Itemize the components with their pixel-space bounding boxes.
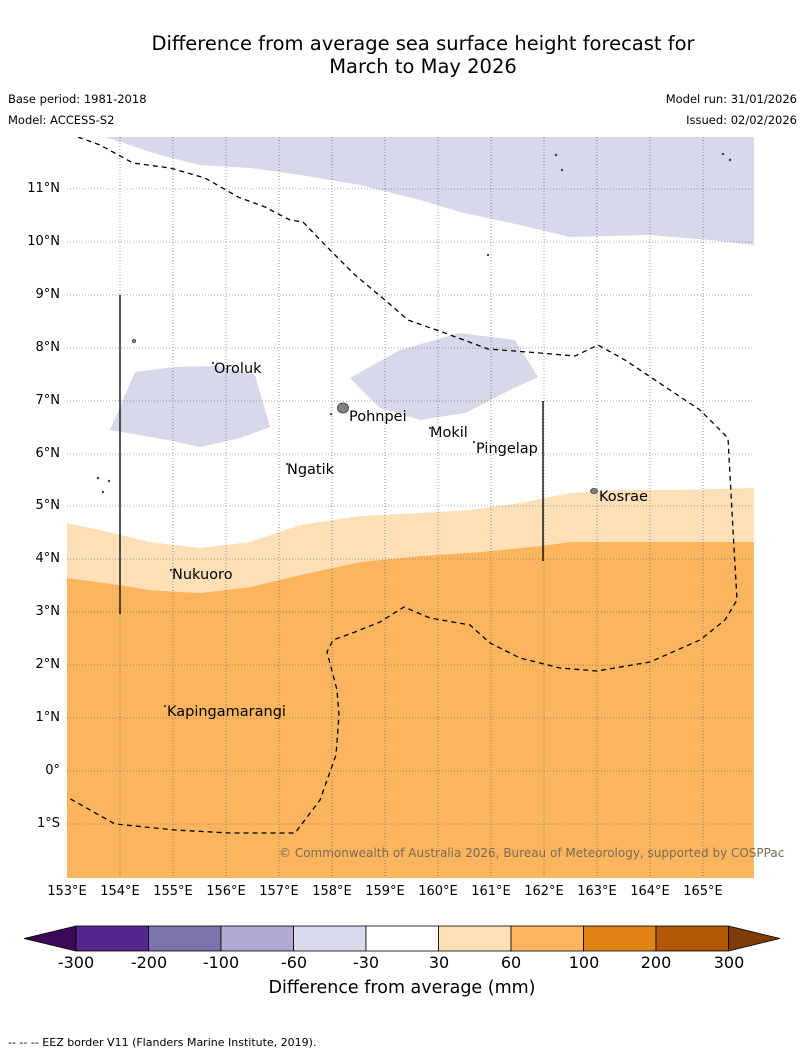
title-line-1: Difference from average sea surface heig… xyxy=(151,32,695,55)
colorbar-segment xyxy=(75,925,149,952)
place-mokil: Mokil xyxy=(430,425,468,441)
purple-region-oroluk xyxy=(110,366,270,447)
lon-label-156e: 156°E xyxy=(206,884,246,899)
colorbar-segment xyxy=(583,925,657,952)
place-kapingamarangi: Kapingamarangi xyxy=(167,704,286,720)
base-period: Base period: 1981-2018 xyxy=(8,92,147,106)
cb-tick: 100 xyxy=(568,953,600,972)
place-ngatik: Ngatik xyxy=(287,462,335,478)
colorbar-segment xyxy=(365,925,439,952)
lon-label-163e: 163°E xyxy=(577,884,617,899)
colorbar-segment xyxy=(510,925,584,952)
lon-label-158e: 158°E xyxy=(312,884,352,899)
lon-label-159e: 159°E xyxy=(365,884,405,899)
lat-label-0: 0° xyxy=(45,763,60,778)
lat-label-7n: 7°N xyxy=(35,393,61,408)
lat-label-4n: 4°N xyxy=(35,551,61,566)
chart-title: Difference from average sea surface heig… xyxy=(0,32,804,78)
model-run: Model run: 31/01/2026 xyxy=(665,92,797,106)
cb-tick: -200 xyxy=(130,953,168,972)
lon-label-154e: 154°E xyxy=(100,884,140,899)
forecast-map xyxy=(67,137,754,878)
lon-label-160e: 160°E xyxy=(418,884,458,899)
cb-tick: 60 xyxy=(500,953,522,972)
eez-legend-note: -- -- -- EEZ border V11 (Flanders Marine… xyxy=(8,1036,317,1049)
cb-tick: -300 xyxy=(57,953,95,972)
colorbar-segment xyxy=(655,925,729,952)
colorbar xyxy=(23,925,781,952)
lat-label-11n: 11°N xyxy=(27,181,60,196)
lon-label-153e: 153°E xyxy=(47,884,87,899)
lon-label-157e: 157°E xyxy=(259,884,299,899)
place-pohnpei: Pohnpei xyxy=(349,409,407,425)
copyright-notice: © Commonwealth of Australia 2026, Bureau… xyxy=(279,846,785,860)
lat-label-5n: 5°N xyxy=(35,498,61,513)
lat-label-1n: 1°N xyxy=(35,710,61,725)
islands xyxy=(96,152,732,708)
lat-label-2n: 2°N xyxy=(35,657,61,672)
lat-label-10n: 10°N xyxy=(27,234,60,249)
cb-tick: -60 xyxy=(280,953,308,972)
cb-tick: 30 xyxy=(428,953,450,972)
lon-label-162e: 162°E xyxy=(524,884,564,899)
eez-border-fsm xyxy=(67,137,738,834)
place-pingelap: Pingelap xyxy=(476,441,538,457)
issued-date: Issued: 02/02/2026 xyxy=(686,113,797,127)
colorbar-extend-low xyxy=(23,925,77,952)
lon-label-165e: 165°E xyxy=(683,884,723,899)
cb-tick: 200 xyxy=(640,953,672,972)
lat-label-3n: 3°N xyxy=(35,604,61,619)
place-nukuoro: Nukuoro xyxy=(172,567,233,583)
kosrae-island xyxy=(590,488,598,494)
model-name: Model: ACCESS-S2 xyxy=(8,113,115,127)
pohnpei-island xyxy=(337,402,349,414)
colorbar-segment xyxy=(438,925,512,952)
place-kosrae: Kosrae xyxy=(599,489,648,505)
purple-region-north xyxy=(105,137,754,245)
colorbar-extend-high xyxy=(728,925,781,952)
place-oroluk: Oroluk xyxy=(214,361,262,377)
lat-label-1s: 1°S xyxy=(36,816,60,831)
colorbar-segment xyxy=(148,925,222,952)
cb-tick: -100 xyxy=(202,953,240,972)
light-orange-region xyxy=(67,488,754,593)
orange-region xyxy=(67,542,754,878)
colorbar-label: Difference from average (mm) xyxy=(268,978,536,998)
gridlines xyxy=(67,137,754,878)
lon-label-161e: 161°E xyxy=(471,884,511,899)
lon-label-164e: 164°E xyxy=(630,884,670,899)
title-line-2: March to May 2026 xyxy=(329,55,517,78)
lon-label-155e: 155°E xyxy=(153,884,193,899)
cb-tick: 300 xyxy=(713,953,745,972)
colorbar-segment xyxy=(293,925,367,952)
lat-label-8n: 8°N xyxy=(35,340,61,355)
colorbar-segment xyxy=(220,925,294,952)
lat-label-6n: 6°N xyxy=(35,446,61,461)
lat-label-9n: 9°N xyxy=(35,287,61,302)
cb-tick: -30 xyxy=(352,953,380,972)
